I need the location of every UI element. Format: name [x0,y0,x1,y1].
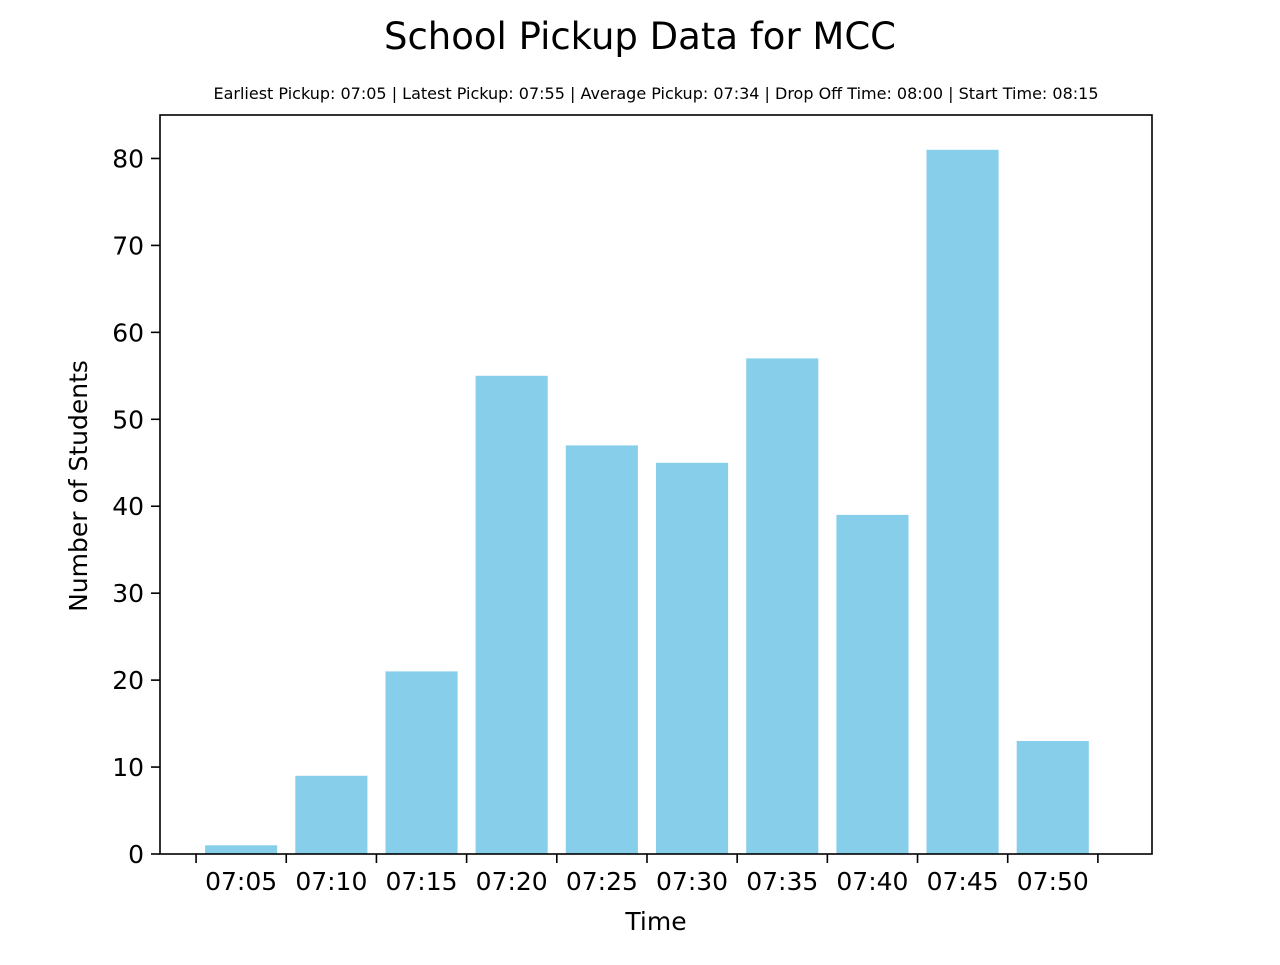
x-tick-label: 07:05 [205,867,277,896]
x-axis: 07:05 07:10 07:15 07:20 07:25 07:30 07:35 07:40… [195,854,1099,896]
x-axis-label: Time [624,907,686,936]
y-tick-label: 50 [112,405,144,434]
bar-0735 [746,358,819,854]
chart-subtitle: Earliest Pickup: 07:05 | Latest Pickup: … [213,84,1098,103]
bars-group [205,149,1089,855]
x-tick-label: 07:20 [476,867,548,896]
x-tick-label: 07:50 [1017,867,1089,896]
x-tick-label: 07:40 [836,867,908,896]
chart-title: School Pickup Data for MCC [384,15,896,58]
bar-0720 [475,375,548,854]
x-tick-label: 07:35 [746,867,818,896]
plot-frame [159,114,1153,855]
x-tick-label: 07:10 [295,867,367,896]
x-tick-label: 07:45 [927,867,999,896]
bar-0725 [565,445,638,854]
y-tick-label: 80 [112,144,144,173]
y-tick-label: 70 [112,231,144,260]
y-tick-label: 30 [112,579,144,608]
x-tick-label: 07:15 [386,867,458,896]
x-tick-label: 07:25 [566,867,638,896]
y-axis-label: Number of Students [64,360,93,612]
y-tick-label: 0 [128,840,144,869]
bar-0745 [926,149,999,855]
y-tick-label: 20 [112,666,144,695]
x-tick-label: 07:30 [656,867,728,896]
bar-0740 [836,514,909,854]
y-tick-label: 10 [112,753,144,782]
bar-0730 [656,462,729,854]
y-tick-label: 60 [112,318,144,347]
bar-0705 [205,845,278,854]
bar-0715 [385,671,458,854]
y-axis: 0 10 20 30 40 50 60 70 80 [112,144,160,869]
bar-0750 [1016,741,1089,854]
y-tick-label: 40 [112,492,144,521]
bar-0710 [295,775,368,854]
